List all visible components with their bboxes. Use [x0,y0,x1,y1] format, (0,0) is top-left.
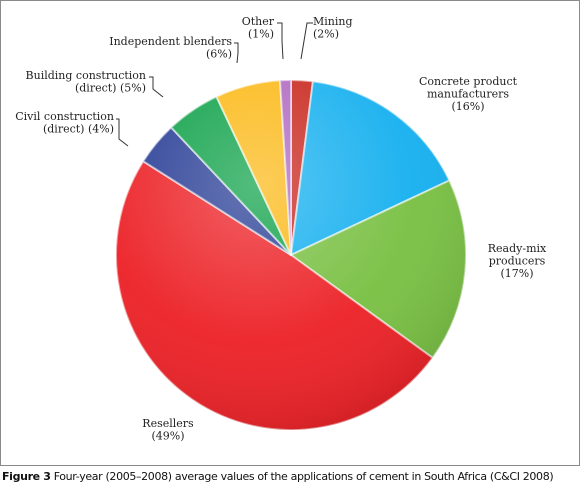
slice-label-line: (2%) [313,28,339,41]
slice-label-line: (direct) (5%) [75,82,146,95]
slice-label-line: Concrete product [419,75,518,88]
slice-label: Ready-mix producers (17%) [488,242,547,280]
leader-line [116,118,129,147]
slice-label: Resellers (49%) [142,417,194,443]
pie-chart: Mining (2%)Concrete product manufacturers(… [15,15,547,443]
slice-label-line: Building construction [26,69,146,82]
slice-label-line: (6%) [206,48,232,61]
leader-line [234,42,239,64]
slice-label-line: Independent blenders [109,35,232,48]
slice-label-line: (direct) (4%) [43,123,114,136]
slice-label: Mining (2%) [313,15,353,41]
slice-label: Building construction (direct) (5%) [26,69,146,95]
caption-text: Four-year (2005–2008) average values of … [50,470,554,483]
slice-label-line: (49%) [151,430,184,443]
slice-label-line: Civil construction [15,110,114,123]
slice-label: Independent blenders (6%) [109,35,232,61]
slice-label: Civil construction (direct) (4%) [15,110,114,136]
slice-label-line: Ready-mix [488,242,547,255]
chart-frame: Mining (2%) Concrete product manufacturers(… [0,0,580,466]
slice-label: Concrete product manufacturers (16%) [419,75,518,113]
slice-label-line: producers [489,255,546,268]
slice-label-line: Resellers [142,417,194,430]
slice-label-line: Other [242,15,275,28]
slice-label: Other (1%) [242,15,275,41]
slice-label-line: (1%) [248,28,274,41]
slice-label-line: manufacturers [427,88,509,101]
leader-line [149,76,164,98]
leader-line [300,22,313,60]
slice-label-line: Mining [313,15,353,28]
slice-label-line: (16%) [451,100,484,113]
slice-label-line: (17%) [500,267,533,280]
leader-line [277,22,284,60]
figure-label: Figure 3 [2,470,51,483]
figure-caption: Figure 3 Four-year (2005–2008) average v… [2,470,578,483]
